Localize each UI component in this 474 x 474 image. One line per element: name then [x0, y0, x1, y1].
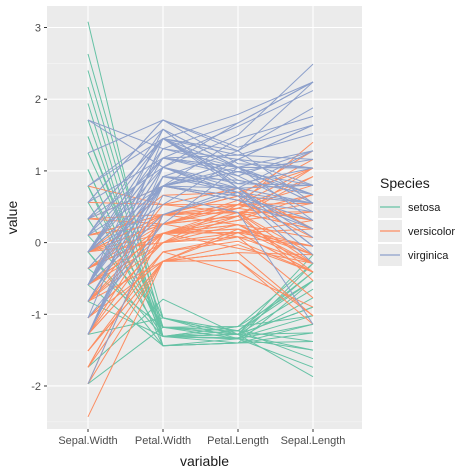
series-line-virginica — [87, 176, 314, 335]
major-gridlines — [47, 6, 362, 429]
series-line-virginica — [87, 119, 314, 154]
y-tick-label: 0 — [35, 238, 41, 250]
x-tick-label: Petal.Width — [135, 435, 191, 447]
y-tick-label: -1 — [31, 309, 41, 321]
y-tick-label: 2 — [35, 94, 41, 106]
series-line-setosa — [87, 326, 314, 385]
series-line-virginica — [87, 138, 314, 253]
series-line-virginica — [87, 176, 314, 302]
legend: Species setosa versicolor virginica — [378, 175, 455, 266]
legend-label: setosa — [408, 202, 441, 214]
series-line-versicolor — [87, 223, 314, 302]
x-axis-title: variable — [180, 453, 229, 469]
series-line-versicolor — [87, 201, 314, 206]
y-axis-ticks: -2 -1 0 1 2 3 — [31, 23, 47, 393]
plot-panel — [47, 6, 362, 429]
series-line-virginica — [87, 171, 314, 236]
series-line-virginica — [87, 166, 314, 220]
series-line-virginica — [87, 150, 314, 236]
legend-label: virginica — [408, 250, 449, 262]
series-line-versicolor — [87, 228, 314, 302]
legend-keys: setosa versicolor virginica — [378, 196, 455, 266]
series-line-versicolor — [87, 244, 314, 352]
series-setosa — [87, 21, 314, 385]
series-line-virginica — [87, 138, 314, 236]
x-tick-label: Petal.Length — [207, 435, 269, 447]
legend-label: versicolor — [408, 226, 455, 238]
legend-title: Species — [380, 175, 430, 191]
series-line-setosa — [87, 268, 314, 328]
series-line-virginica — [87, 119, 314, 203]
series-line-virginica — [87, 148, 314, 286]
series-line-versicolor — [87, 167, 314, 253]
series-virginica — [87, 63, 314, 385]
series-line-versicolor — [87, 252, 314, 319]
series-line-virginica — [87, 63, 314, 168]
y-axis-title: value — [4, 201, 20, 235]
series-line-virginica — [87, 191, 314, 385]
series-line-virginica — [87, 128, 314, 236]
series-line-setosa — [87, 284, 314, 347]
series-line-virginica — [87, 187, 314, 286]
series-versicolor — [87, 141, 314, 418]
series-line-virginica — [87, 166, 314, 335]
series-line-versicolor — [87, 240, 314, 352]
series-line-setosa — [87, 298, 314, 368]
x-tick-label: Sepal.Length — [281, 435, 346, 447]
y-tick-label: 3 — [35, 23, 41, 35]
series-line-virginica — [87, 138, 314, 213]
series-line-virginica — [87, 138, 314, 220]
series-line-versicolor — [87, 260, 314, 368]
series-line-virginica — [87, 166, 314, 253]
series-line-setosa — [87, 218, 314, 344]
series-line-versicolor — [87, 232, 314, 335]
series-line-virginica — [87, 148, 314, 253]
series-line-versicolor — [87, 251, 314, 335]
x-tick-label: Sepal.Width — [58, 435, 117, 447]
y-tick-label: -2 — [31, 381, 41, 393]
series-line-virginica — [87, 185, 314, 253]
x-axis-ticks: Sepal.Width Petal.Width Petal.Length Sepal.… — [58, 429, 345, 447]
y-tick-label: 1 — [35, 166, 41, 178]
series-lines — [87, 21, 314, 418]
